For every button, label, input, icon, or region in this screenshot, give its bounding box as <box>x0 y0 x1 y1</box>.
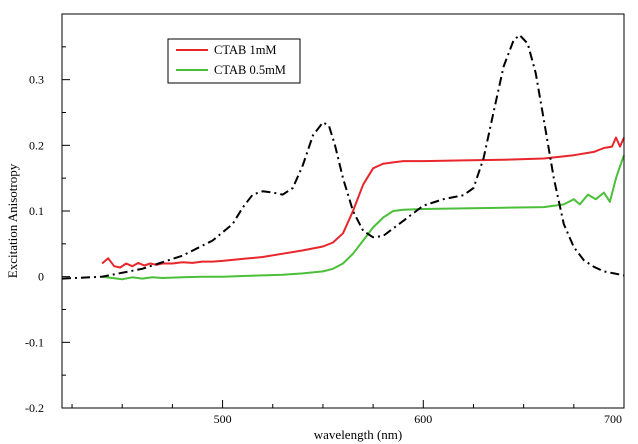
x-tick-label: 500 <box>214 412 232 426</box>
y-tick-label: 0 <box>38 270 44 284</box>
y-tick-label: 0.1 <box>29 204 44 218</box>
ticks-layer: 500 600 700 -0.2 -0.1 0 0.1 0.2 0.3 <box>25 46 625 426</box>
y-tick-label: -0.2 <box>25 401 44 415</box>
x-axis-title: wavelength (nm) <box>314 427 402 442</box>
y-axis-title: Excitation Anisotropy <box>5 163 20 278</box>
y-tick-label: -0.1 <box>25 335 44 349</box>
x-tick-label: 700 <box>604 412 622 426</box>
y-tick-label: 0.3 <box>29 73 44 87</box>
series-line-unlabeled-2 <box>61 34 625 280</box>
legend: CTAB 1mM CTAB 0.5mM <box>167 38 301 84</box>
series-line-ctab-1mm <box>101 136 625 269</box>
legend-label-ctab-1mm: CTAB 1mM <box>214 43 277 57</box>
series-line-ctab-0-5mm <box>101 154 625 281</box>
legend-box <box>167 38 301 84</box>
y-tick-label: 0.2 <box>29 138 44 152</box>
x-tick-label: 600 <box>414 412 432 426</box>
series-layer <box>61 34 625 281</box>
legend-label-ctab-0-5mm: CTAB 0.5mM <box>214 63 286 77</box>
